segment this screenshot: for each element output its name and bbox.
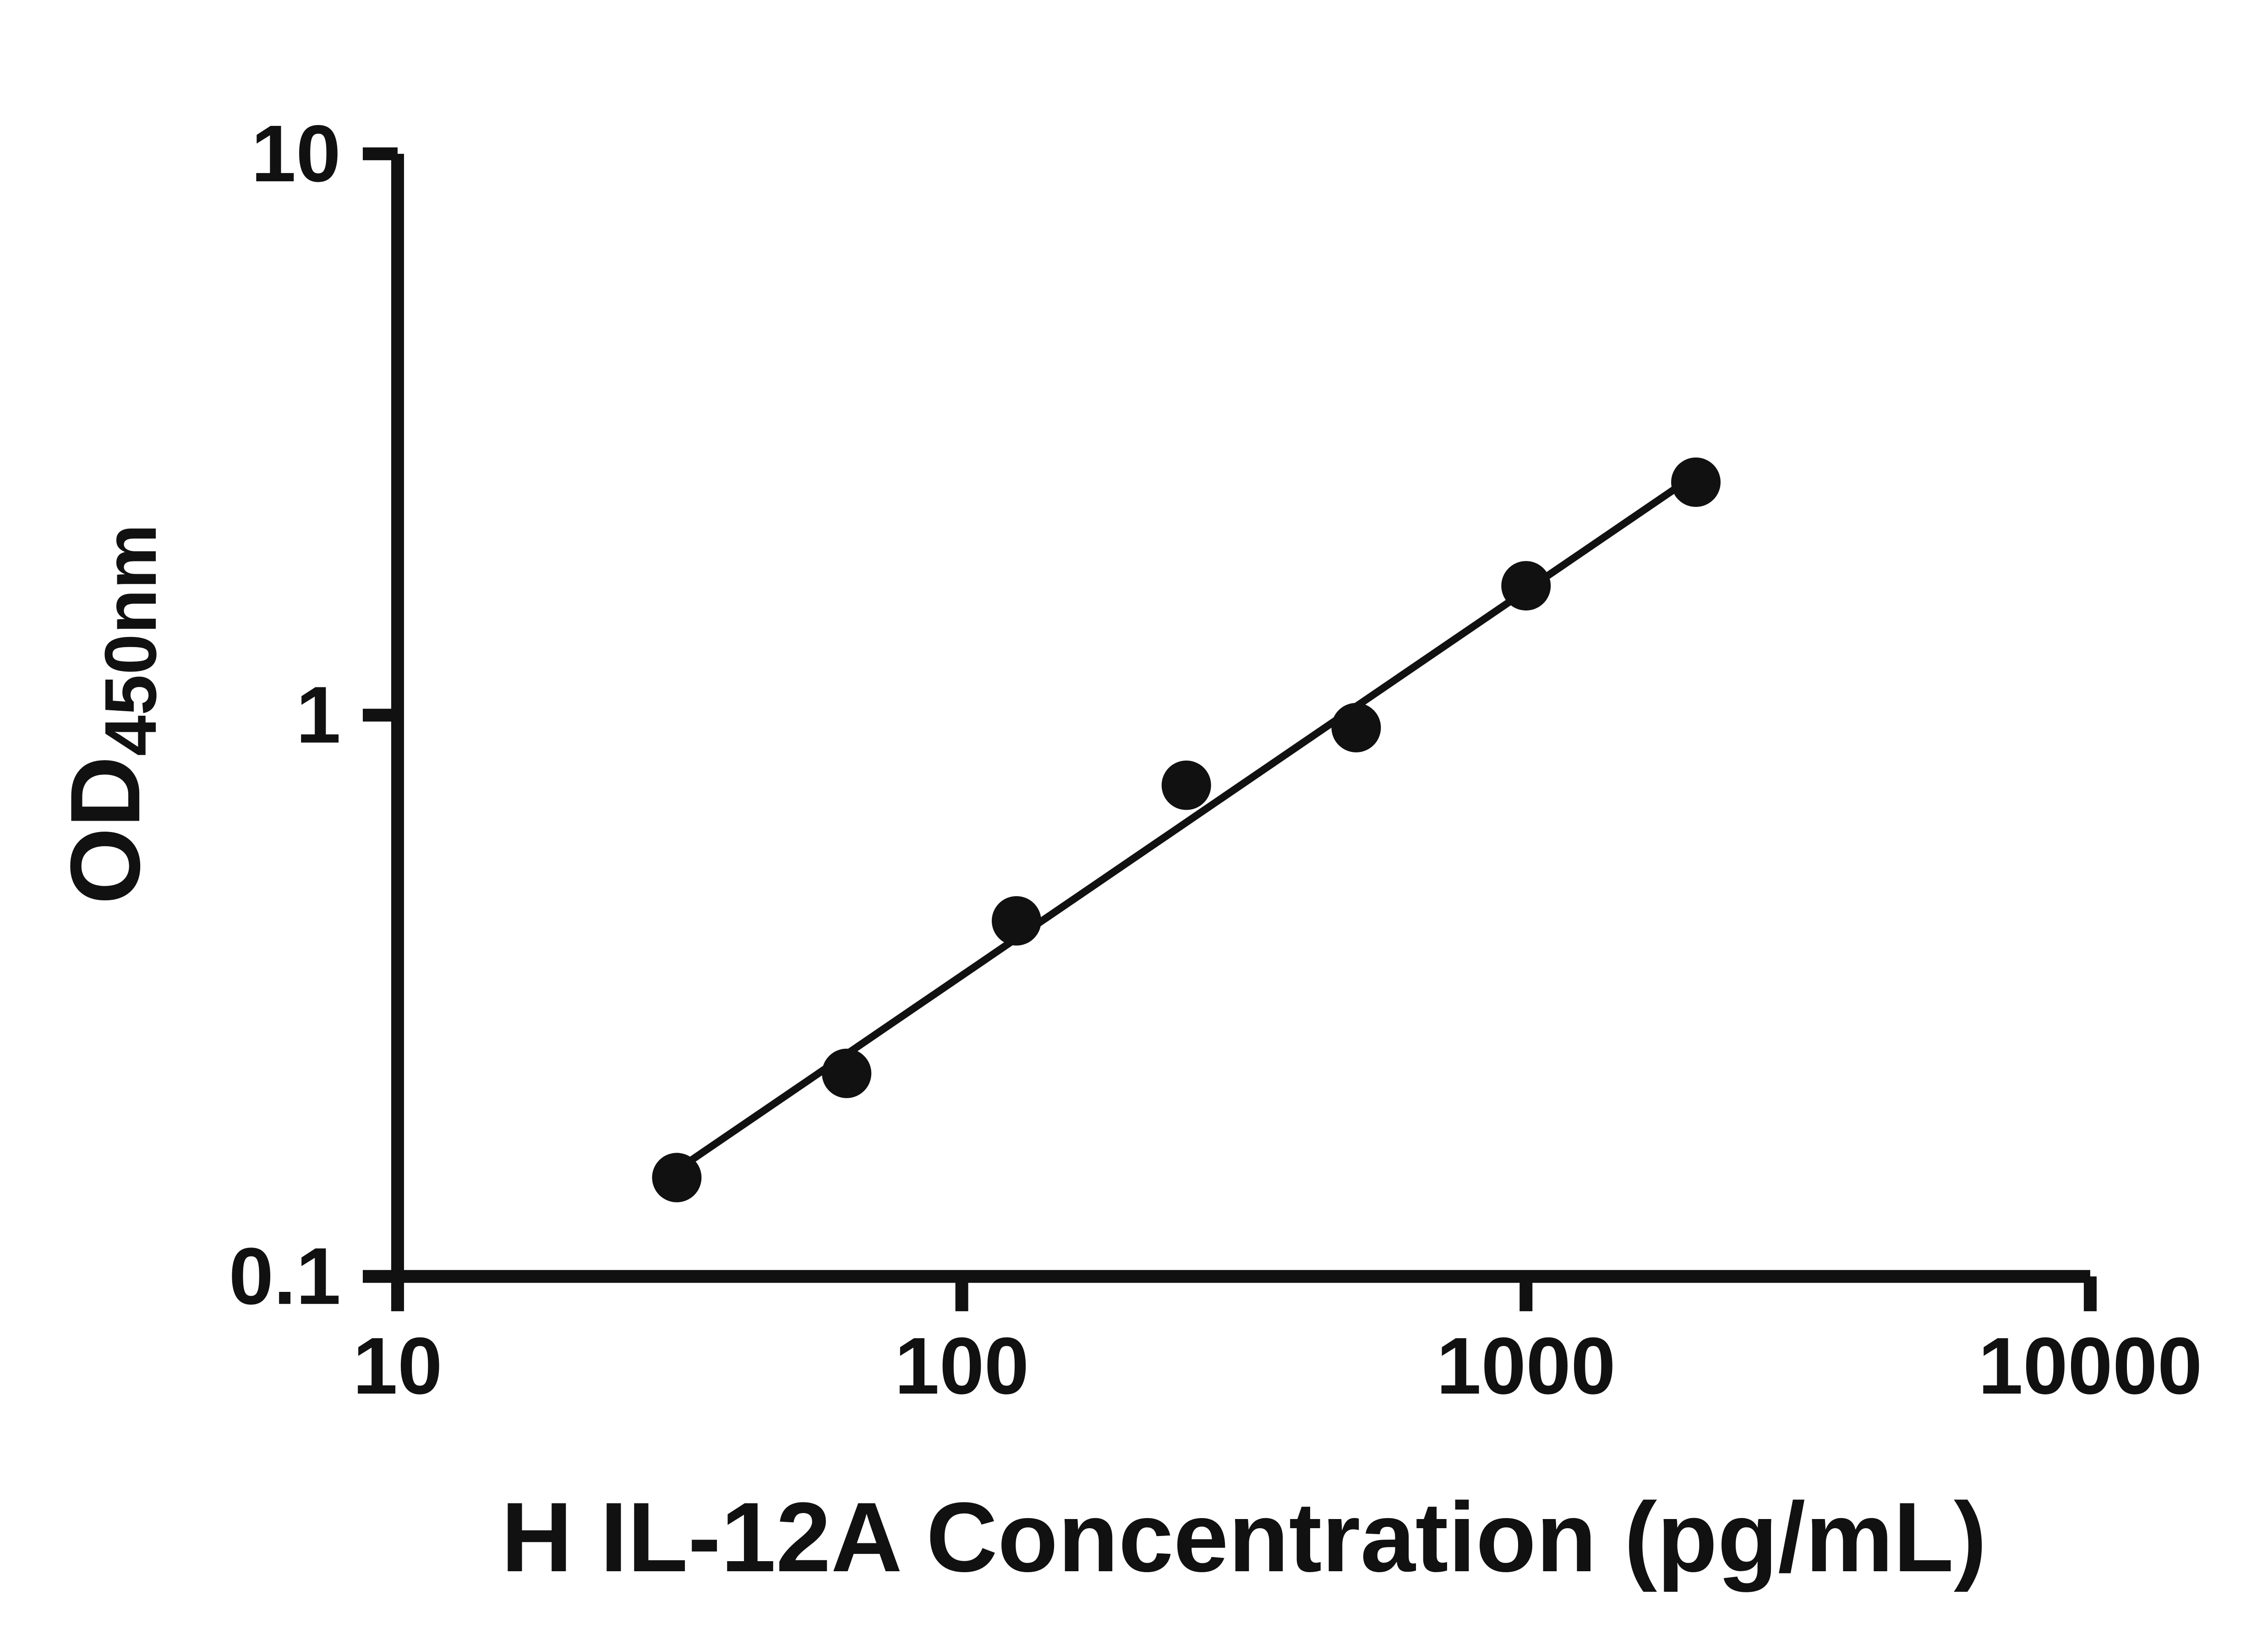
y-tick-label: 0.1 [229, 1231, 341, 1321]
x-tick-label: 1000 [1437, 1321, 1616, 1411]
data-point [1331, 702, 1381, 752]
data-point [1501, 561, 1551, 611]
x-tick-label: 10 [353, 1321, 443, 1411]
x-tick-label: 10000 [1978, 1321, 2202, 1411]
y-axis-title: OD450nm [50, 524, 171, 904]
plot-layer: 10 100 1000 10000 0.1 1 10 [229, 109, 2202, 1411]
data-point [822, 1048, 872, 1098]
x-tick-label: 100 [895, 1321, 1029, 1411]
trend-line [656, 465, 1708, 1186]
y-tick-label: 1 [296, 670, 341, 760]
data-point [991, 896, 1041, 946]
data-point [652, 1153, 702, 1203]
data-point [1671, 457, 1721, 507]
data-point [1161, 760, 1211, 810]
y-tick-label: 10 [251, 109, 341, 199]
y-axis-title-main: OD [50, 756, 160, 904]
x-axis-title: H IL-12A Concentration (pg/mL) [501, 1482, 1987, 1592]
y-axis-title-subscript: 450nm [89, 524, 171, 756]
